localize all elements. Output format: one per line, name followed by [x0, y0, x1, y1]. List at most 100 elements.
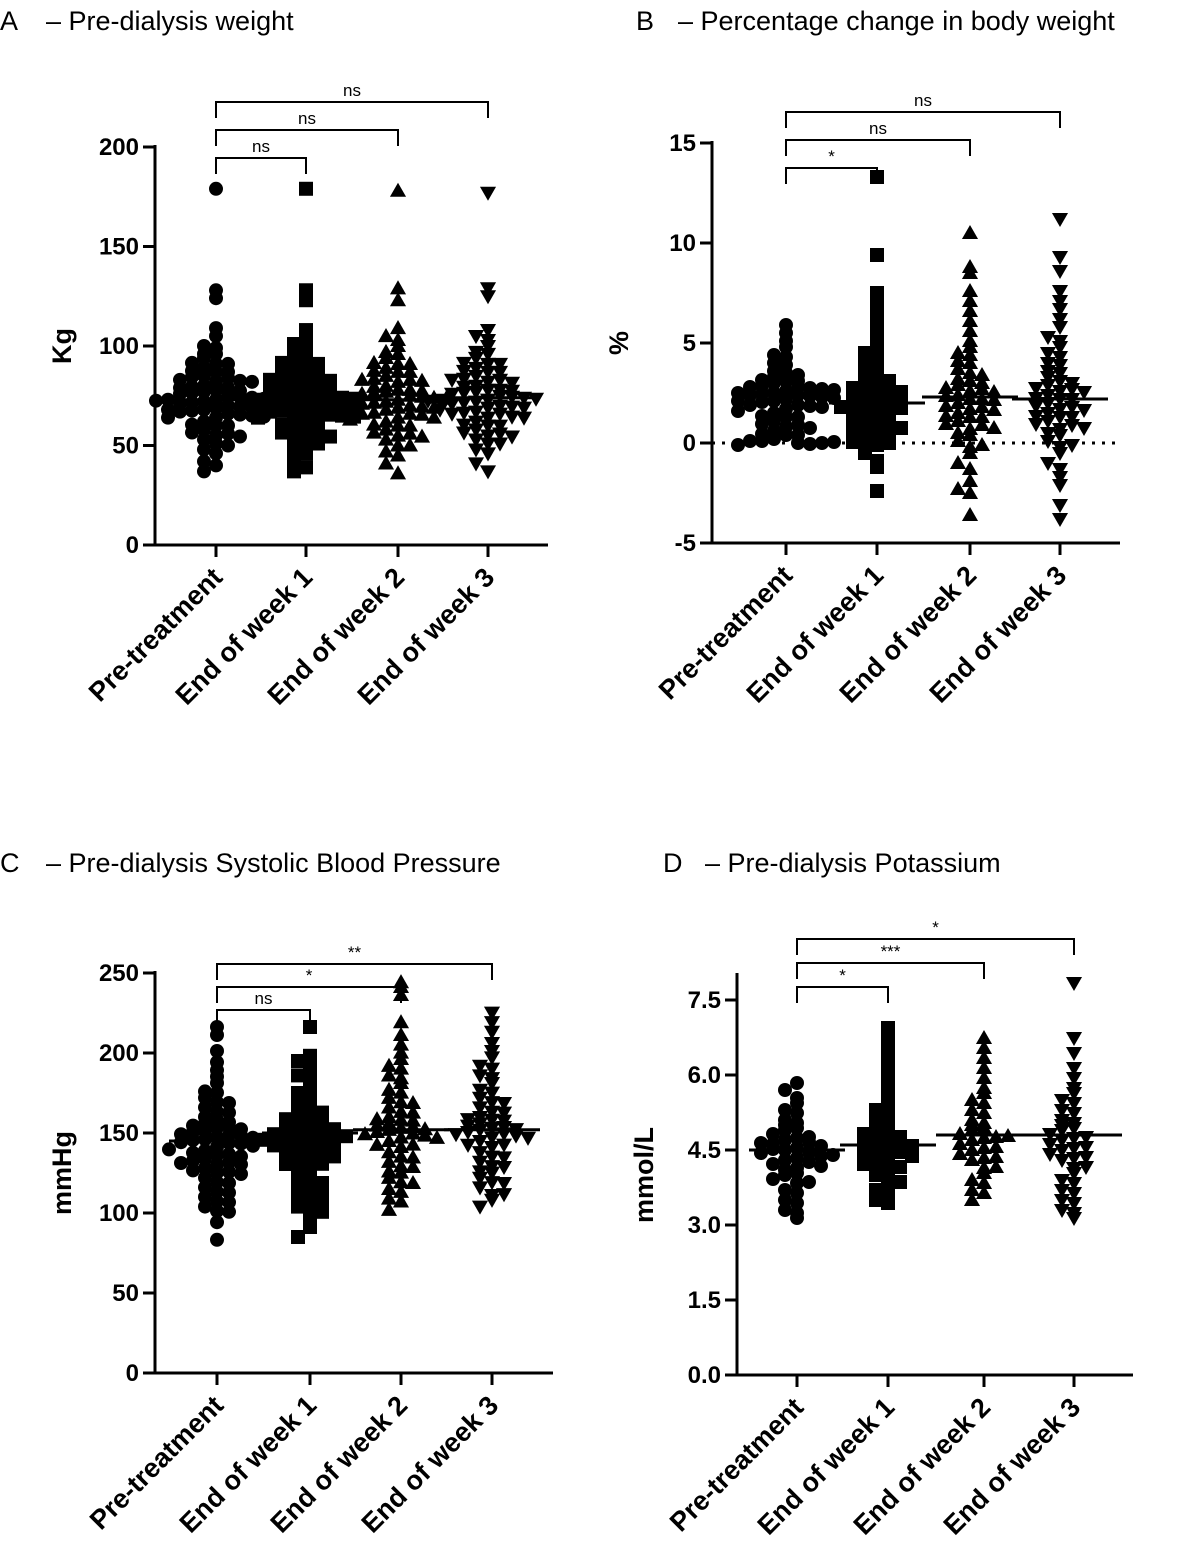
data-point: [467, 433, 485, 448]
data-point: [377, 455, 395, 470]
data-point: [245, 374, 259, 389]
data-point: [1039, 434, 1057, 450]
data-point: [389, 292, 407, 307]
data-point: [755, 434, 769, 448]
y-tick-label: 150: [99, 1120, 139, 1147]
y-tick-label: 0: [126, 1360, 139, 1387]
series-2: [329, 182, 455, 480]
data-point: [279, 1145, 293, 1160]
data-point: [404, 1136, 422, 1151]
data-point: [949, 360, 967, 376]
data-point: [299, 446, 313, 461]
data-point: [353, 405, 371, 420]
data-point: [431, 403, 449, 418]
panel-b: B – Percentage change in body weight -5 0 5 1…: [604, 6, 1120, 709]
data-point: [949, 404, 967, 420]
data-point: [389, 465, 407, 480]
data-point: [767, 376, 781, 390]
data-point: [778, 1183, 792, 1197]
data-point: [389, 447, 407, 462]
data-point: [778, 1203, 792, 1217]
data-point: [814, 1159, 828, 1173]
data-point: [961, 382, 979, 398]
data-point: [479, 324, 497, 339]
y-tick-label: 250: [99, 960, 139, 987]
data-point: [743, 434, 757, 448]
data-point: [1051, 446, 1069, 462]
data-point: [251, 410, 265, 425]
data-point: [975, 1084, 993, 1100]
data-point: [222, 1195, 236, 1210]
data-point: [377, 349, 395, 364]
data-point: [949, 376, 967, 392]
significance-bracket: ns: [785, 91, 1061, 128]
data-point: [1053, 1093, 1071, 1109]
data-point: [287, 442, 301, 457]
data-point: [467, 361, 485, 376]
data-point: [392, 1129, 410, 1144]
data-point: [951, 1125, 969, 1141]
data-point: [380, 1081, 398, 1096]
data-point: [222, 1185, 236, 1200]
data-point: [233, 429, 247, 444]
bracket-line: [785, 139, 971, 156]
y-tick-label: 50: [112, 433, 139, 460]
data-point: [937, 415, 955, 431]
data-point: [961, 224, 979, 240]
data-point: [479, 365, 497, 380]
data-point: [961, 282, 979, 298]
data-point: [389, 417, 407, 432]
data-point: [198, 1170, 212, 1185]
data-point: [767, 414, 781, 428]
data-point: [263, 404, 277, 419]
data-point: [803, 437, 817, 451]
data-point: [951, 1135, 969, 1151]
data-point: [961, 322, 979, 338]
data-point: [353, 395, 371, 410]
y-tick-label: 150: [99, 234, 139, 261]
data-point: [491, 399, 509, 414]
data-point: [779, 340, 793, 354]
data-point: [341, 411, 359, 426]
data-point: [491, 419, 509, 434]
data-point: [483, 1131, 501, 1146]
significance-label: ***: [881, 942, 901, 961]
data-point: [365, 362, 383, 377]
data-point: [1065, 1096, 1083, 1112]
data-point: [790, 1166, 804, 1180]
data-point: [937, 407, 955, 423]
data-point: [846, 435, 860, 449]
data-point: [210, 1184, 224, 1199]
data-point: [401, 417, 419, 432]
data-point: [428, 1129, 446, 1144]
data-point: [377, 367, 395, 382]
data-point: [479, 357, 497, 372]
significance-bracket: ns: [215, 81, 489, 118]
data-point: [791, 436, 805, 450]
data-point: [779, 410, 793, 424]
data-point: [234, 1157, 248, 1172]
data-point: [870, 438, 884, 452]
panel-title: – Pre-dialysis weight: [46, 6, 294, 36]
data-point: [185, 369, 199, 384]
data-point: [197, 350, 211, 365]
data-point: [973, 380, 991, 396]
data-point: [459, 1138, 477, 1153]
data-point: [197, 422, 211, 437]
data-point: [1051, 428, 1069, 444]
data-point: [413, 406, 431, 421]
data-point: [467, 369, 485, 384]
y-axis-label: %: [604, 331, 634, 355]
data-point: [1053, 1193, 1071, 1209]
data-point: [275, 425, 289, 440]
bracket-line: [216, 1009, 311, 1026]
y-tick-label: 100: [99, 333, 139, 360]
data-point: [404, 1149, 422, 1164]
data-point: [443, 387, 461, 402]
data-point: [389, 381, 407, 396]
data-point: [766, 1157, 780, 1171]
data-point: [380, 1169, 398, 1184]
data-point: [483, 1096, 501, 1111]
data-point: [221, 406, 235, 421]
